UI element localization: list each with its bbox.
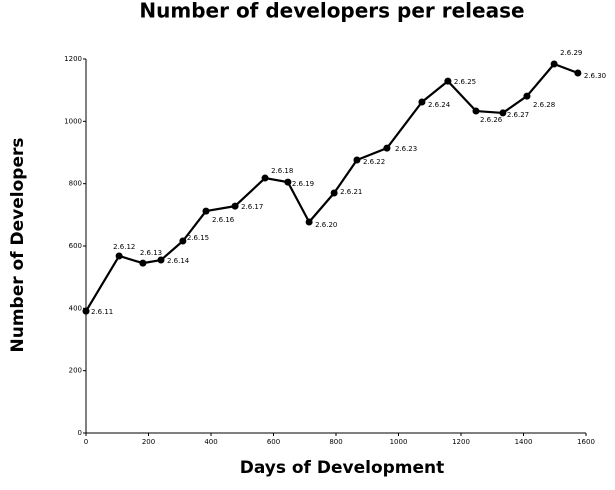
x-tick-label: 600 [267,438,280,446]
point-label: 2.6.30 [584,72,606,80]
point-label: 2.6.25 [454,78,476,86]
y-tick-label: 200 [69,367,82,375]
point-label: 2.6.24 [428,101,451,109]
point-label: 2.6.20 [315,221,337,229]
y-tick-label: 0 [78,429,82,437]
point [157,256,165,264]
y-axis-label: Number of Developers [8,138,28,353]
point-label: 2.6.21 [340,188,362,196]
point [202,207,210,215]
point [330,189,338,197]
point [179,237,187,245]
point [115,252,123,260]
y-tick-label: 400 [69,304,82,312]
x-tick-label: 800 [329,438,342,446]
point [499,109,507,117]
chart-title: Number of developers per release [139,0,524,23]
x-tick-label: 1600 [577,438,595,446]
point-label: 2.6.12 [113,243,135,251]
point [139,259,147,267]
point [284,178,292,186]
point [261,174,269,182]
point [231,202,239,210]
x-tick-label: 0 [84,438,88,446]
point-label: 2.6.23 [395,145,417,153]
point-label: 2.6.26 [480,116,503,124]
point [353,156,361,164]
point-label: 2.6.11 [91,308,113,316]
point [418,98,426,106]
point-label: 2.6.27 [507,111,529,119]
y-tick-label: 1000 [64,117,82,125]
point-label: 2.6.14 [167,257,190,265]
point [444,77,452,85]
point [574,69,582,77]
x-axis-label: Days of Development [240,458,445,478]
point-label: 2.6.18 [271,167,293,175]
y-tick-label: 600 [69,242,82,250]
line [85,62,579,312]
point-label: 2.6.15 [187,234,209,242]
point [523,92,531,100]
point-label: 2.6.13 [140,249,162,257]
x-tick-label: 1200 [452,438,470,446]
point-label: 2.6.29 [560,49,582,57]
point-label: 2.6.19 [292,180,314,188]
x-tick-label: 1400 [515,438,533,446]
point [305,218,313,226]
point [383,144,391,152]
y-tick-label: 1200 [64,55,82,63]
point-label: 2.6.16 [212,216,235,224]
x-tick-label: 1000 [390,438,408,446]
x-tick-label: 400 [204,438,217,446]
point [550,60,558,68]
point [472,107,480,115]
point-label: 2.6.28 [533,101,555,109]
y-tick-label: 800 [69,180,82,188]
x-tick-label: 200 [142,438,155,446]
point-label: 2.6.17 [241,203,263,211]
point-label: 2.6.22 [363,158,385,166]
point [82,307,90,315]
